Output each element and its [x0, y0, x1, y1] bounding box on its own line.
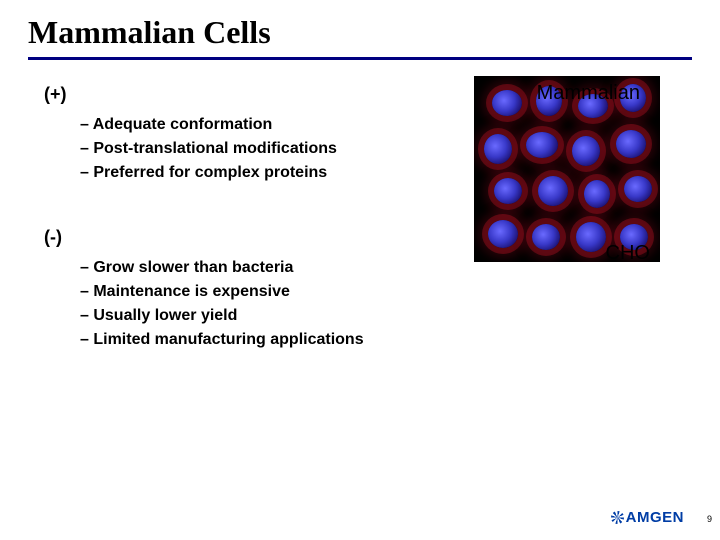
list-item: Post-translational modifications: [80, 137, 720, 161]
slide: Mammalian Cells Mammalian CHO (+) Adequa…: [0, 0, 720, 540]
logo-text: AMGEN: [626, 509, 684, 526]
page-number: 9: [707, 514, 712, 524]
image-label-top: Mammalian: [537, 82, 640, 105]
list-item: Preferred for complex proteins: [80, 161, 720, 185]
list-item: Maintenance is expensive: [80, 280, 720, 304]
image-label-bottom: CHO: [606, 242, 650, 265]
logo-burst-icon: [611, 511, 624, 524]
list-item: Limited manufacturing applications: [80, 328, 720, 352]
negatives-list: Grow slower than bacteriaMaintenance is …: [80, 256, 720, 352]
positives-list: Adequate conformationPost-translational …: [80, 113, 720, 185]
spacer: [44, 185, 720, 221]
list-item: Usually lower yield: [80, 304, 720, 328]
amgen-logo: AMGEN: [611, 509, 684, 526]
list-item: Adequate conformation: [80, 113, 720, 137]
page-title: Mammalian Cells: [0, 0, 720, 55]
